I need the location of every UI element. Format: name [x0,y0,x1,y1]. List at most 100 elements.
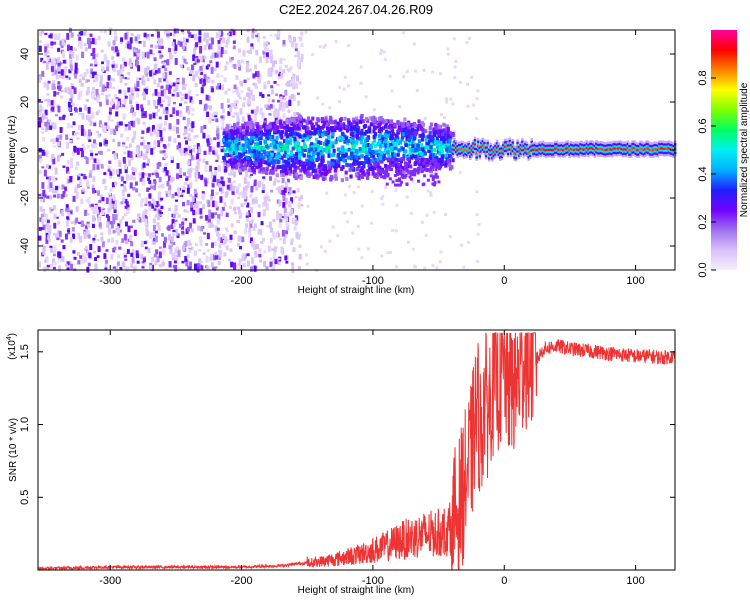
heatmap-cell [182,133,186,136]
heatmap-cell [343,175,347,179]
heatmap-cell [174,44,178,51]
heatmap-cell [210,180,214,186]
heatmap-cell [446,47,450,51]
heatmap-cell [187,105,191,112]
heatmap-cell [631,146,634,150]
heatmap-cell [302,118,306,123]
heatmap-cell [615,143,619,146]
heatmap-cell [357,175,361,180]
heatmap-cell [88,43,92,49]
heatmap-cell [314,130,318,135]
heatmap-cell [634,143,638,147]
heatmap-cell [470,153,474,156]
heatmap-cell [341,132,345,137]
heatmap-cell [379,197,383,201]
heatmap-cell [483,148,486,151]
heatmap-cell [277,71,281,77]
heatmap-cell [568,142,571,145]
heatmap-cell [217,214,221,221]
heatmap-cell [484,148,488,151]
heatmap-cell [623,147,627,151]
heatmap-cell [300,203,304,207]
heatmap-cell [235,112,239,117]
heatmap-cell [573,142,576,145]
heatmap-cell [186,187,190,194]
heatmap-cell [245,128,249,133]
heatmap-cell [140,142,144,146]
heatmap-cell [198,158,202,162]
heatmap-cell [481,137,485,141]
heatmap-cell [491,150,494,153]
heatmap-cell [65,263,69,267]
heatmap-cell [250,135,254,140]
heatmap-cell [298,171,302,176]
heatmap-cell [220,161,224,164]
heatmap-cell [351,140,356,145]
heatmap-cell [569,151,573,155]
heatmap-cell [113,206,117,213]
heatmap-cell [83,131,87,137]
heatmap-cell [89,115,93,120]
heatmap-cell [134,181,138,186]
heatmap-cell [247,98,251,105]
heatmap-cell [394,188,398,192]
heatmap-cell [361,170,365,175]
heatmap-cell [555,151,559,154]
heatmap-cell [472,148,475,152]
heatmap-cell [381,195,385,199]
heatmap-cell [145,71,149,77]
heatmap-cell [612,142,615,146]
heatmap-cell [511,145,515,148]
heatmap-cell [199,260,203,264]
heatmap-cell [83,176,87,180]
heatmap-cell [230,153,234,160]
heatmap-cell [187,160,191,166]
heatmap-cell [625,150,628,153]
heatmap-cell [43,61,47,64]
heatmap-cell [279,96,283,102]
heatmap-cell [129,151,133,159]
heatmap-cell [131,137,135,143]
heatmap-cell [282,192,286,198]
heatmap-cell [189,194,193,197]
heatmap-cell [45,164,49,169]
heatmap-cell [569,147,573,151]
heatmap-cell [409,135,413,140]
heatmap-cell [366,151,371,156]
heatmap-cell [77,124,81,130]
heatmap-cell [80,129,84,136]
heatmap-cell [241,192,245,198]
heatmap-cell [603,146,606,149]
heatmap-cell [587,141,590,145]
heatmap-cell [217,236,221,242]
heatmap-cell [105,94,109,101]
heatmap-cell [180,191,184,197]
heatmap-cell [279,219,283,223]
heatmap-cell [274,34,278,37]
heatmap-cell [536,142,540,145]
heatmap-cell [136,80,140,87]
heatmap-cell [134,36,138,42]
heatmap-cell [101,66,105,73]
heatmap-cell [478,144,482,147]
heatmap-cell [140,104,144,109]
heatmap-cell [588,146,592,150]
heatmap-cell [634,150,638,153]
heatmap-cell [285,101,289,109]
heatmap-cell [84,245,88,250]
heatmap-cell [591,147,595,150]
heatmap-cell [72,233,76,240]
heatmap-cell [114,199,118,203]
heatmap-cell [298,196,302,201]
heatmap-cell [558,152,562,156]
heatmap-cell [524,140,527,143]
heatmap-cell [196,59,200,63]
heatmap-cell [421,122,426,127]
heatmap-cell [143,145,147,149]
heatmap-cell [274,259,278,265]
heatmap-cell [554,151,557,155]
heatmap-cell [186,244,190,247]
heatmap-cell [238,138,242,146]
heatmap-cell [240,203,244,208]
heatmap-cell [170,155,174,161]
